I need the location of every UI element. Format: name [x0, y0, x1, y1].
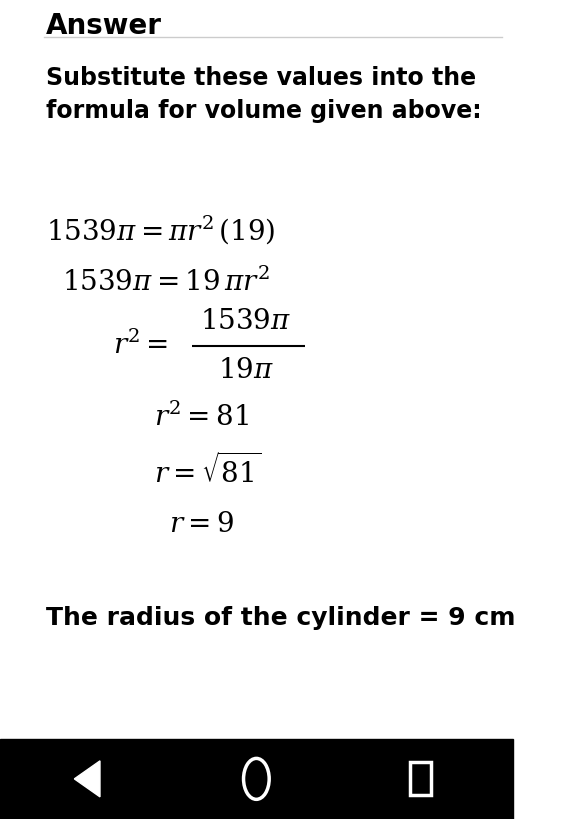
Text: $1539\pi = \pi r^2\,(19)$: $1539\pi = \pi r^2\,(19)$	[46, 213, 276, 246]
Text: $r =\sqrt{81}$: $r =\sqrt{81}$	[154, 453, 262, 489]
Text: $19\pi$: $19\pi$	[218, 356, 274, 384]
Bar	[0, 739, 513, 819]
Text: $1539\pi = 19\,\pi r^2$: $1539\pi = 19\,\pi r^2$	[62, 268, 269, 297]
Polygon shape	[74, 761, 100, 797]
Bar	[410, 762, 431, 795]
Text: $r = 9$: $r = 9$	[169, 510, 234, 538]
Text: The radius of the cylinder = 9 cm: The radius of the cylinder = 9 cm	[46, 606, 516, 631]
Text: $r^2 = 81$: $r^2 = 81$	[154, 403, 249, 432]
Text: $r^2 =$: $r^2 =$	[113, 331, 168, 360]
Text: $1539\pi$: $1539\pi$	[200, 307, 291, 335]
Text: Answer: Answer	[46, 12, 162, 40]
Text: Substitute these values into the
formula for volume given above:: Substitute these values into the formula…	[46, 66, 482, 123]
